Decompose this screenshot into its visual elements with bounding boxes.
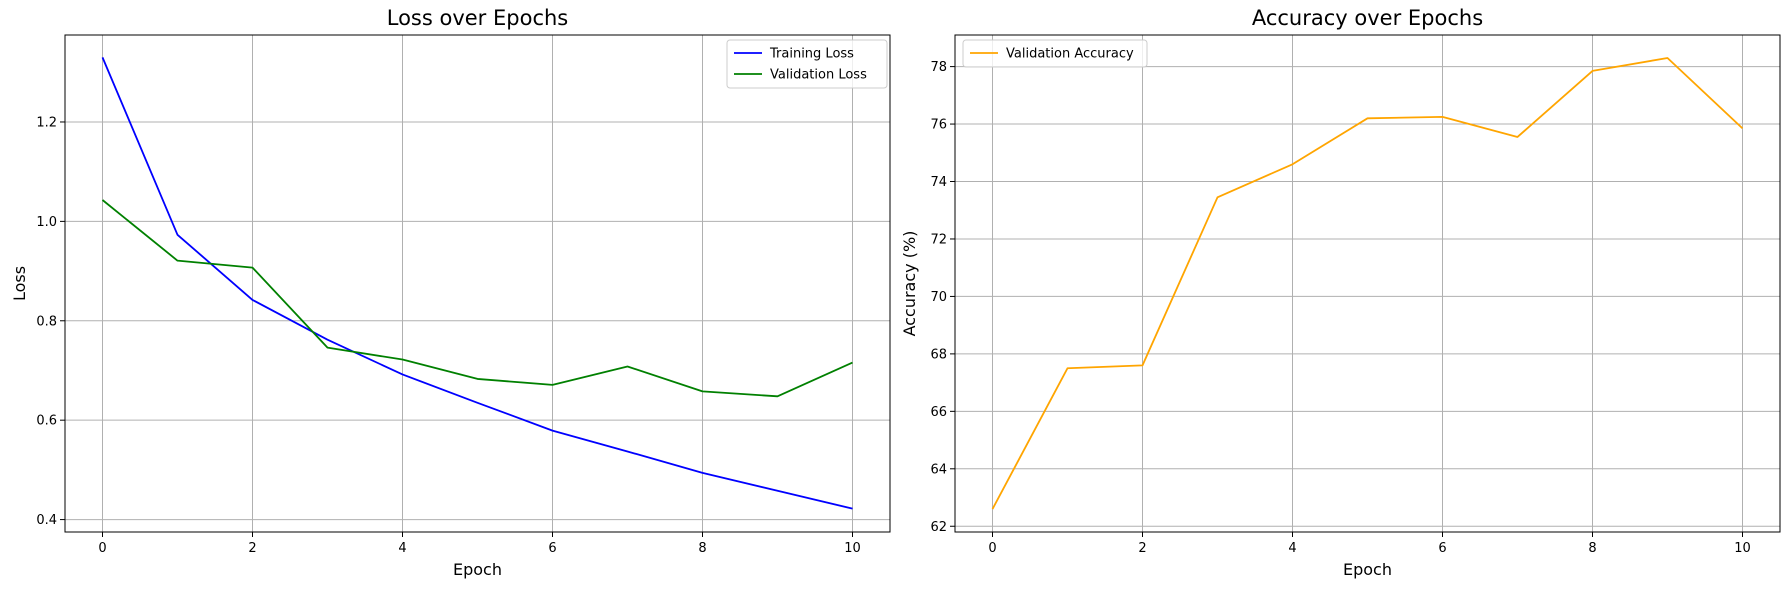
x-tick-label: 2 xyxy=(1138,541,1146,556)
legend: Training Loss Validation Loss xyxy=(726,39,888,89)
x-tick-label: 0 xyxy=(98,541,106,556)
y-tick-label: 78 xyxy=(930,60,947,75)
series-line-training-loss xyxy=(101,57,853,510)
x-tick-label: 10 xyxy=(844,541,861,556)
legend-box xyxy=(962,39,1148,68)
y-tick-label: 0.6 xyxy=(36,414,57,429)
x-tick-label: 2 xyxy=(248,541,256,556)
x-tick-label: 6 xyxy=(548,541,556,556)
x-tick-label: 4 xyxy=(1288,541,1296,556)
x-tick-label: 10 xyxy=(1734,541,1751,556)
y-tick-label: 70 xyxy=(930,290,947,305)
chart-title: Accuracy over Epochs xyxy=(1252,6,1483,30)
y-tick-label: 66 xyxy=(930,405,947,420)
plot-frame xyxy=(64,34,891,533)
y-tick-label: 76 xyxy=(930,118,947,133)
y-tick-label: 72 xyxy=(930,232,947,247)
x-axis-label: Epoch xyxy=(453,560,502,579)
x-axis-label: Epoch xyxy=(1343,560,1392,579)
y-tick-label: 68 xyxy=(930,347,947,362)
y-tick-label: 64 xyxy=(930,462,947,477)
x-tick-label: 6 xyxy=(1438,541,1446,556)
y-axis-label: Loss xyxy=(10,266,29,301)
y-tick-label: 0.8 xyxy=(36,314,57,329)
x-tick-label: 8 xyxy=(1588,541,1596,556)
plot-frame xyxy=(954,34,1781,533)
y-tick-label: 62 xyxy=(930,520,947,535)
x-tick-label: 8 xyxy=(698,541,706,556)
legend-label: Validation Loss xyxy=(770,68,867,83)
loss-chart: 0 2 4 6 8 10 0.4 0.6 0.8 1.0 1.2 Loss over Epochs Ep… xyxy=(10,6,891,579)
series-line-validation-loss xyxy=(101,199,853,398)
y-tick-label: 0.4 xyxy=(36,513,57,528)
series-line-validation-accuracy xyxy=(991,57,1744,510)
y-tick-label: 1.2 xyxy=(36,115,57,130)
x-tick-label: 0 xyxy=(988,541,996,556)
legend-box xyxy=(726,39,888,89)
y-tick-label: 74 xyxy=(930,175,947,190)
y-tick-label: 1.0 xyxy=(36,215,57,230)
legend-label: Validation Accuracy xyxy=(1006,47,1134,62)
chart-title: Loss over Epochs xyxy=(387,6,568,30)
legend: Validation Accuracy xyxy=(962,39,1148,68)
y-axis-label: Accuracy (%) xyxy=(900,231,919,337)
x-tick-label: 4 xyxy=(398,541,406,556)
legend-label: Training Loss xyxy=(769,47,854,62)
